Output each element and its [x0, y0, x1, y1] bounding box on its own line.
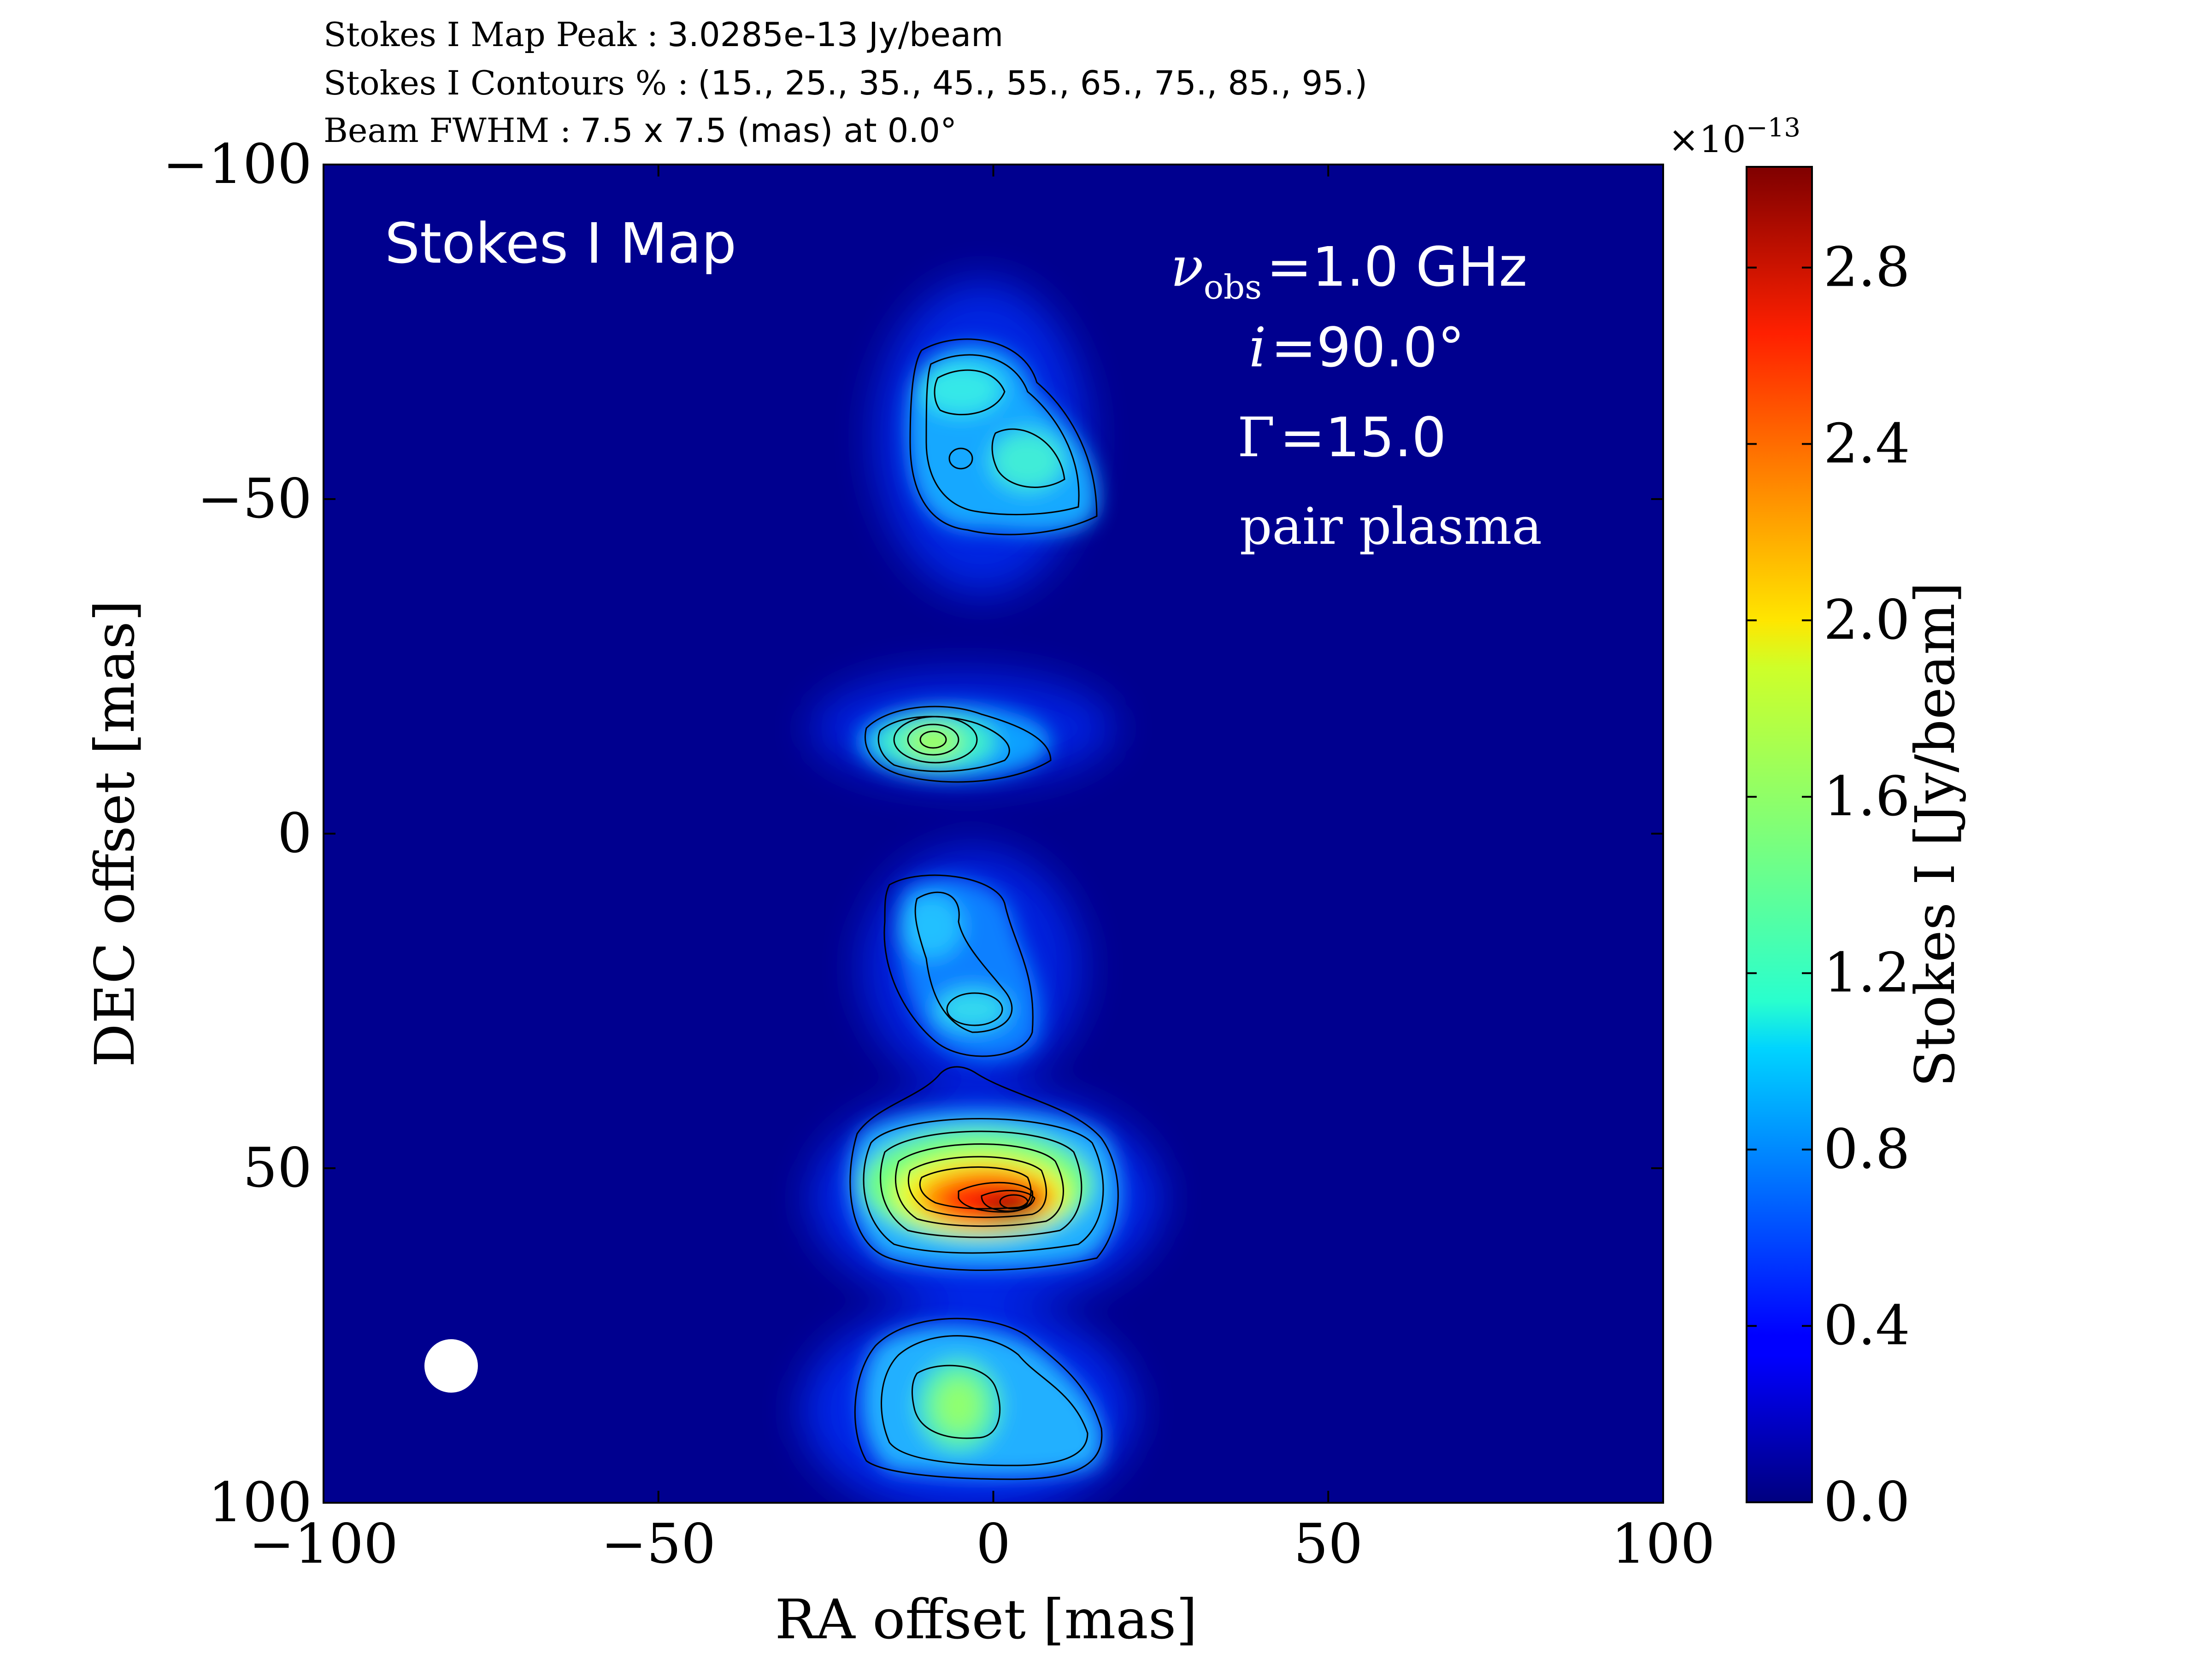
- colorbar-exponent: ×10−13: [1668, 113, 1800, 161]
- beam-ellipse: [424, 1339, 478, 1393]
- contour-lines: [849, 338, 1119, 1480]
- x-axis: −100 −50 0 50 100: [249, 165, 1715, 1576]
- x-tick-label: 0: [976, 1512, 1011, 1576]
- colorbar-tick-label: 2.8: [1824, 235, 1910, 299]
- colorbar-tick-label: 1.6: [1824, 765, 1910, 828]
- x-tick-label: 100: [1611, 1512, 1715, 1576]
- colorbar-tick-label: 2.0: [1824, 588, 1910, 652]
- colorbar-tick-label: 0.0: [1824, 1470, 1910, 1534]
- colorbar-label: Stokes I [Jy/beam]: [1903, 582, 1967, 1087]
- x-tick-label: −100: [249, 1512, 398, 1576]
- plasma-annotation: pair plasma: [1240, 497, 1542, 556]
- y-tick-label: −50: [197, 467, 312, 530]
- y-axis: −100 −50 0 50 100: [163, 132, 1663, 1534]
- colorbar-tick-label: 0.4: [1824, 1294, 1910, 1357]
- colorbar-ticks: 0.0 0.4 0.8 1.2 1.6 2.0 2.4 2.8: [1747, 235, 1910, 1534]
- x-tick-label: −50: [601, 1512, 716, 1576]
- y-tick-label: 50: [243, 1136, 312, 1200]
- y-axis-label: DEC offset [mas]: [83, 600, 147, 1067]
- x-tick-label: 50: [1294, 1512, 1363, 1576]
- colorbar-tick-label: 0.8: [1824, 1117, 1910, 1181]
- header-contours: Stokes I Contours % : (15., 25., 35., 45.…: [324, 64, 1367, 102]
- map-title: Stokes I Map: [385, 212, 736, 276]
- header-peak: Stokes I Map Peak :3.0285e-13 Jy/beam: [324, 15, 1003, 54]
- x-axis-label: RA offset [mas]: [775, 1588, 1198, 1651]
- lorentz-annotation: Γ=15.0: [1237, 406, 1446, 469]
- colorbar-tick-label: 2.4: [1824, 412, 1910, 475]
- y-tick-label: 0: [277, 801, 312, 865]
- colorbar-tick-label: 1.2: [1824, 941, 1910, 1005]
- blob-bottom: [861, 1326, 1103, 1477]
- inclination-annotation: i=90.0°: [1249, 316, 1465, 379]
- y-tick-label: −100: [163, 132, 312, 196]
- colorbar-gradient: [1747, 167, 1812, 1502]
- y-tick-label: 100: [208, 1471, 312, 1534]
- heatmap-panel: Stokes I Map νobs=1.0 GHz i=90.0° Γ=15.0…: [324, 165, 1663, 1503]
- header-beam: Beam FWHM :7.5 x 7.5 (mas) at 0.0°: [324, 111, 957, 150]
- nu-annotation: νobs=1.0 GHz: [1171, 235, 1527, 306]
- colorbar-frame: [1746, 166, 1813, 1503]
